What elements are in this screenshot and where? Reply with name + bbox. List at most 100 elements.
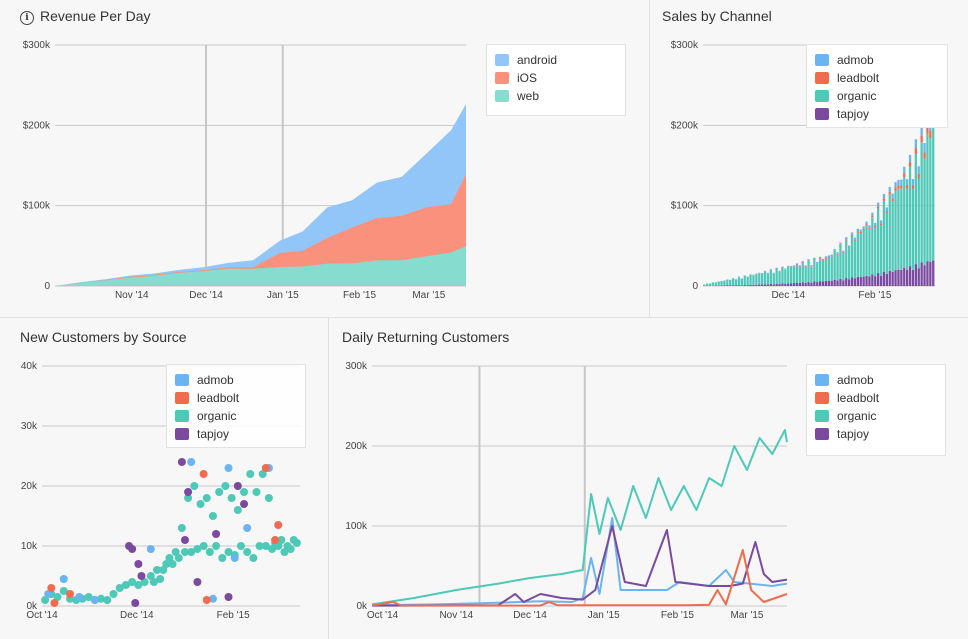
bar-admob — [882, 193, 886, 199]
legend-item-tapjoy[interactable]: tapjoy — [815, 425, 937, 443]
legend-label: tapjoy — [837, 427, 870, 441]
point-admob — [59, 575, 68, 583]
bar-tapjoy — [917, 268, 920, 286]
point-admob — [243, 524, 252, 532]
bar-organic — [784, 269, 787, 284]
new-customers-panel-title: New Customers by Source — [20, 329, 187, 345]
line-leadbolt — [371, 549, 788, 607]
legend-item-admob[interactable]: admob — [815, 51, 939, 69]
point-organic — [292, 539, 301, 547]
x-tick-label: Oct '14 — [367, 610, 399, 621]
info-icon[interactable]: i — [20, 11, 34, 25]
bar-organic — [859, 233, 862, 278]
point-leadbolt — [65, 590, 74, 598]
bar-organic — [775, 268, 778, 284]
bar-organic — [816, 263, 819, 283]
bar-leadbolt — [830, 256, 833, 258]
legend-item-leadbolt[interactable]: leadbolt — [175, 389, 297, 407]
legend-swatch — [815, 108, 829, 120]
bar-admob — [755, 273, 758, 275]
bar-leadbolt — [836, 253, 839, 255]
bar-leadbolt — [810, 266, 813, 267]
bar-leadbolt — [795, 264, 799, 266]
point-organic — [196, 500, 205, 508]
bar-organic — [726, 279, 729, 286]
bar-tapjoy — [758, 284, 761, 286]
y-tick-label: $200k — [671, 120, 699, 131]
point-organic — [205, 548, 214, 556]
y-tick-label: 20k — [21, 481, 38, 492]
y-tick-label: 0 — [44, 281, 50, 292]
bar-tapjoy — [784, 283, 787, 286]
legend-item-admob[interactable]: admob — [175, 371, 297, 389]
bar-organic — [932, 128, 935, 261]
legend-swatch — [815, 90, 829, 102]
revenue-panel-title-row: i Revenue Per Day — [20, 8, 151, 25]
bar-organic — [868, 228, 871, 277]
point-tapjoy — [180, 536, 189, 544]
point-organic — [177, 524, 186, 532]
bar-admob — [908, 154, 912, 163]
bar-leadbolt — [850, 234, 854, 236]
bar-tapjoy — [897, 269, 900, 286]
legend-item-leadbolt[interactable]: leadbolt — [815, 69, 939, 87]
bar-tapjoy — [850, 277, 854, 286]
bar-organic — [897, 188, 900, 270]
point-organic — [146, 572, 155, 580]
bar-tapjoy — [761, 284, 764, 286]
bar-organic — [853, 240, 857, 279]
y-tick-label: $300k — [23, 40, 51, 51]
legend-item-tapjoy[interactable]: tapjoy — [175, 425, 297, 443]
x-tick-label: Dec '14 — [771, 290, 805, 301]
legend-label: leadbolt — [197, 391, 240, 405]
bar-admob — [856, 228, 859, 232]
point-organic — [268, 545, 277, 553]
bar-tapjoy — [787, 283, 790, 286]
bar-admob — [830, 254, 833, 257]
bar-admob — [801, 261, 804, 263]
legend-item-tapjoy[interactable]: tapjoy — [815, 105, 939, 123]
legend-item-ios[interactable]: iOS — [495, 69, 617, 87]
legend-item-admob[interactable]: admob — [815, 371, 937, 389]
bar-admob — [749, 274, 752, 275]
bar-tapjoy — [740, 285, 743, 286]
bar-tapjoy — [795, 282, 799, 286]
bar-tapjoy — [865, 275, 868, 286]
legend-item-organic[interactable]: organic — [815, 407, 937, 425]
bar-tapjoy — [859, 277, 862, 286]
bar-organic — [743, 276, 746, 286]
x-tick-label: Feb '15 — [343, 290, 376, 301]
bar-tapjoy — [752, 284, 755, 286]
point-organic — [184, 494, 193, 502]
bar-admob — [827, 255, 830, 258]
bar-admob — [862, 226, 865, 229]
legend-item-web[interactable]: web — [495, 87, 617, 105]
x-tick-label: Oct '14 — [26, 610, 58, 621]
legend-item-organic[interactable]: organic — [175, 407, 297, 425]
bar-organic — [804, 267, 807, 283]
bar-leadbolt — [911, 185, 915, 189]
point-organic — [84, 593, 93, 601]
bar-organic — [836, 254, 839, 281]
x-tick-label: Nov '14 — [115, 290, 149, 301]
legend-item-leadbolt[interactable]: leadbolt — [815, 389, 937, 407]
bar-admob — [845, 237, 848, 240]
y-tick-label: $100k — [671, 201, 699, 212]
bar-tapjoy — [906, 269, 909, 286]
bar-admob — [821, 258, 825, 261]
x-tick-label: Feb '15 — [217, 610, 250, 621]
point-organic — [264, 494, 273, 502]
bar-leadbolt — [853, 239, 857, 241]
bar-tapjoy — [790, 283, 793, 286]
bar-organic — [894, 190, 897, 271]
bar-tapjoy — [827, 280, 830, 286]
point-tapjoy — [233, 482, 242, 490]
legend-item-organic[interactable]: organic — [815, 87, 939, 105]
legend-item-android[interactable]: android — [495, 51, 617, 69]
y-tick-label: 100k — [345, 521, 368, 532]
point-organic — [249, 554, 258, 562]
bar-tapjoy — [746, 285, 749, 286]
bar-admob — [839, 242, 842, 245]
bar-tapjoy — [923, 265, 926, 286]
x-tick-label: Mar '15 — [730, 610, 763, 621]
